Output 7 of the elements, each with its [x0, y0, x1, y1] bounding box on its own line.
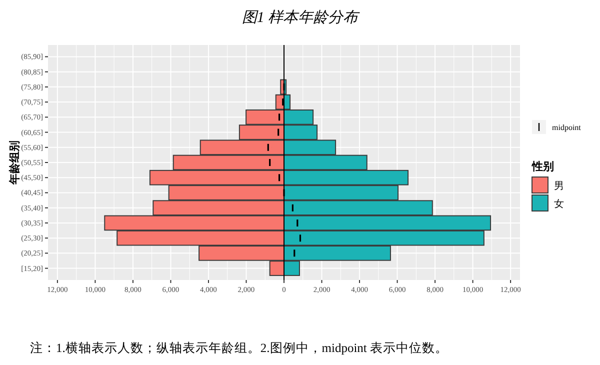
legend-label: midpoint [552, 123, 582, 132]
legend-title: 性别 [531, 160, 554, 173]
legend-label: 女 [554, 198, 564, 210]
y-axis-title: 年龄组别 [8, 140, 21, 186]
text: 注：1.横轴表示人数；纵轴表示年龄组。2.图例中，midpoint 表示中位数。 [30, 341, 448, 355]
legend-label: 男 [554, 181, 564, 192]
chart-title: 图1 样本年龄分布 [242, 9, 360, 26]
